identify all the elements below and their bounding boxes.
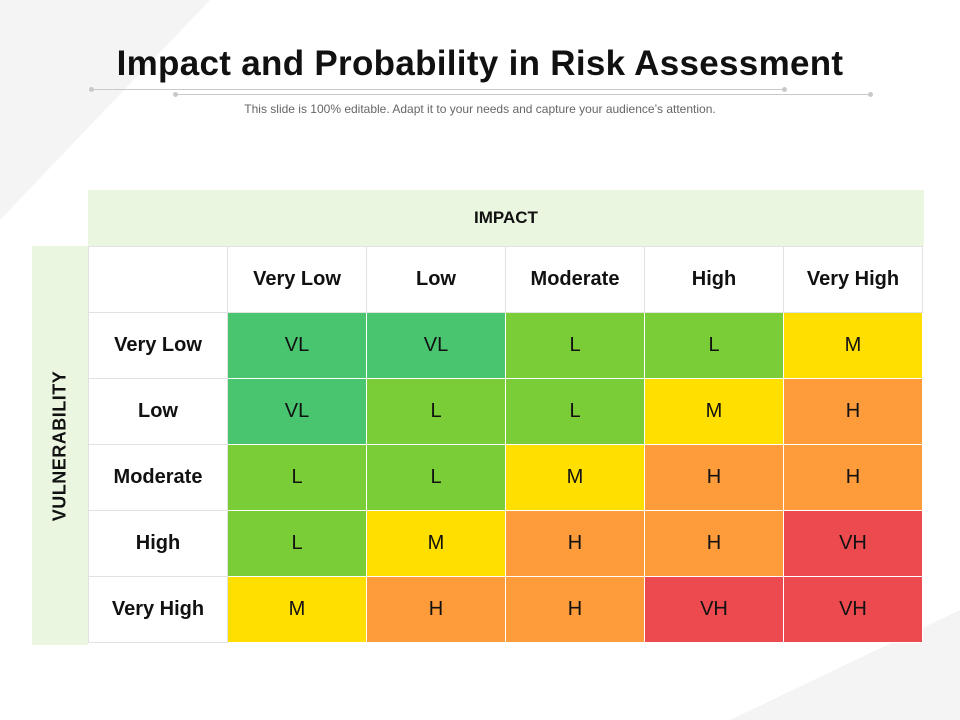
title-underline-top: [89, 87, 787, 92]
risk-matrix: Very Low Low Moderate High Very High Ver…: [88, 246, 923, 643]
column-header: Low: [366, 246, 506, 313]
background-shape-left: [0, 0, 210, 220]
row-header: Very High: [88, 576, 228, 643]
matrix-row: Moderate L L M H H: [88, 444, 923, 511]
risk-cell: L: [227, 510, 367, 577]
risk-cell: L: [505, 312, 645, 379]
risk-cell: H: [783, 444, 923, 511]
column-header: Very High: [783, 246, 923, 313]
risk-cell: VH: [783, 510, 923, 577]
column-header: Moderate: [505, 246, 645, 313]
risk-cell: M: [366, 510, 506, 577]
risk-cell: H: [783, 378, 923, 445]
risk-cell: M: [783, 312, 923, 379]
slide-title: Impact and Probability in Risk Assessmen…: [116, 44, 844, 83]
risk-cell: VL: [366, 312, 506, 379]
underline-dot-right: [782, 87, 787, 92]
risk-cell: VL: [227, 312, 367, 379]
risk-cell: H: [505, 576, 645, 643]
impact-label: IMPACT: [474, 208, 538, 227]
risk-cell: L: [644, 312, 784, 379]
matrix-row: Very Low VL VL L L M: [88, 312, 923, 379]
matrix-row: Low VL L L M H: [88, 378, 923, 445]
vulnerability-header: VULNERABILITY: [32, 246, 88, 645]
risk-cell: L: [505, 378, 645, 445]
underline-dot-right: [868, 92, 873, 97]
column-header: Very Low: [227, 246, 367, 313]
row-header: Low: [88, 378, 228, 445]
risk-cell: VH: [783, 576, 923, 643]
column-header: High: [644, 246, 784, 313]
risk-cell: H: [644, 510, 784, 577]
slide-subtitle: This slide is 100% editable. Adapt it to…: [244, 102, 716, 116]
risk-cell: VH: [644, 576, 784, 643]
matrix-corner: [88, 246, 228, 313]
risk-cell: M: [227, 576, 367, 643]
risk-cell: VL: [227, 378, 367, 445]
risk-cell: H: [644, 444, 784, 511]
row-header: Moderate: [88, 444, 228, 511]
matrix-row: High L M H H VH: [88, 510, 923, 577]
row-header: Very Low: [88, 312, 228, 379]
underline-dot-left: [173, 92, 178, 97]
risk-cell: M: [505, 444, 645, 511]
underline-dot-left: [89, 87, 94, 92]
risk-cell: H: [366, 576, 506, 643]
matrix-row: Very High M H H VH VH: [88, 576, 923, 643]
risk-cell: L: [227, 444, 367, 511]
risk-cell: L: [366, 378, 506, 445]
title-underline-bottom: [173, 92, 873, 97]
vulnerability-label: VULNERABILITY: [49, 370, 70, 521]
risk-cell: L: [366, 444, 506, 511]
row-header: High: [88, 510, 228, 577]
column-header-row: Very Low Low Moderate High Very High: [88, 246, 923, 313]
risk-cell: H: [505, 510, 645, 577]
impact-header: IMPACT: [88, 190, 924, 246]
risk-cell: M: [644, 378, 784, 445]
